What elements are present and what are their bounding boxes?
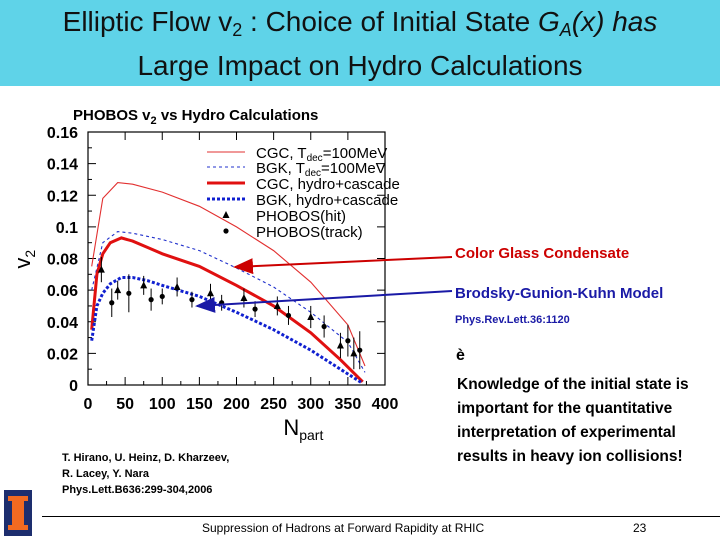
page-number: 23 — [633, 521, 647, 535]
x-tick-label: 0 — [84, 396, 93, 413]
data-point-phobos-hit — [207, 289, 215, 297]
x-tick-label: 350 — [335, 396, 362, 413]
legend-label: PHOBOS(track) — [256, 224, 363, 241]
data-point-phobos-hit — [307, 313, 315, 321]
data-point-phobos-track — [321, 323, 327, 330]
logo-mark — [8, 496, 28, 530]
cgc-arrow — [233, 256, 453, 275]
data-point-phobos-hit — [240, 294, 248, 302]
legend-swatch — [222, 211, 230, 218]
data-point-phobos-hit — [114, 286, 122, 294]
arrow-icon: è — [456, 347, 465, 364]
legend-label: CGC, hydro+cascade — [256, 176, 400, 193]
footer-text: Suppression of Hadrons at Forward Rapidi… — [202, 521, 485, 535]
citation: T. Hirano, U. Heinz, D. Kharzeev, R. Lac… — [62, 452, 230, 496]
x-tick-label: 300 — [297, 396, 324, 413]
series-line-bgk-hydro-cascade — [90, 276, 364, 385]
data-point-phobos-hit — [350, 349, 358, 357]
legend-swatch — [223, 228, 229, 234]
data-point-phobos-hit — [273, 301, 281, 309]
series-line-bgk-tdec-100mev — [91, 231, 366, 373]
x-axis-label: Npart — [283, 415, 323, 443]
x-tick-label: 50 — [116, 396, 134, 413]
data-point-phobos-track — [126, 290, 132, 296]
series-line-cgc-tdec-100mev — [91, 182, 366, 367]
knowledge-text: Knowledge of the initial state is import… — [457, 376, 689, 465]
footer-divider — [42, 516, 720, 517]
y-axis-label: v2 — [10, 250, 38, 269]
x-tick-label: 250 — [260, 396, 287, 413]
data-point-phobos-hit — [140, 281, 148, 289]
data-point-phobos-track — [345, 338, 351, 344]
x-tick-label: 200 — [223, 396, 250, 413]
data-point-phobos-track — [109, 300, 115, 306]
series-line-cgc-hydro-cascade — [90, 236, 364, 383]
data-point-phobos-track — [285, 312, 292, 319]
bgk-arrow — [195, 290, 453, 313]
data-point-phobos-track — [189, 297, 195, 303]
cgc-annotation: Color Glass Condensate — [455, 245, 630, 262]
university-logo — [4, 490, 32, 536]
chart-title: PHOBOS v2 vs Hydro Calculations — [73, 107, 319, 127]
slide-title: Elliptic Flow v2 : Choice of Initial Sta… — [62, 6, 658, 81]
y-tick-label: 0.16 — [47, 125, 78, 142]
legend-label: BGK, Tdec=100MeV — [256, 160, 386, 179]
y-tick-label: 0.06 — [47, 283, 78, 300]
legend-label: BGK, hydro+cascade — [256, 192, 398, 209]
y-tick-label: 0.1 — [56, 220, 78, 237]
data-point-phobos-hit — [173, 282, 181, 290]
x-tick-label: 400 — [372, 396, 399, 413]
y-tick-label: 0 — [69, 378, 78, 395]
legend-label: PHOBOS(hit) — [256, 208, 346, 225]
x-tick-label: 150 — [186, 396, 213, 413]
data-point-phobos-hit — [97, 265, 105, 273]
y-tick-label: 0.04 — [47, 315, 78, 332]
y-tick-label: 0.12 — [47, 188, 78, 205]
bgk-annotation: Brodsky-Gunion-Kuhn Model — [455, 285, 664, 302]
y-tick-label: 0.02 — [47, 346, 78, 363]
title-bar — [0, 0, 720, 86]
bgk-reference: Phys.Rev.Lett.36:1120 — [455, 314, 570, 326]
data-point-phobos-track — [159, 293, 165, 300]
y-tick-label: 0.14 — [47, 157, 78, 174]
data-point-phobos-track — [357, 347, 363, 353]
y-tick-label: 0.08 — [47, 252, 78, 269]
data-point-phobos-hit — [336, 341, 344, 349]
data-point-phobos-track — [252, 306, 258, 312]
data-point-phobos-track — [148, 297, 154, 303]
x-tick-label: 100 — [149, 396, 176, 413]
legend-label: CGC, Tdec=100MeV — [256, 145, 387, 164]
